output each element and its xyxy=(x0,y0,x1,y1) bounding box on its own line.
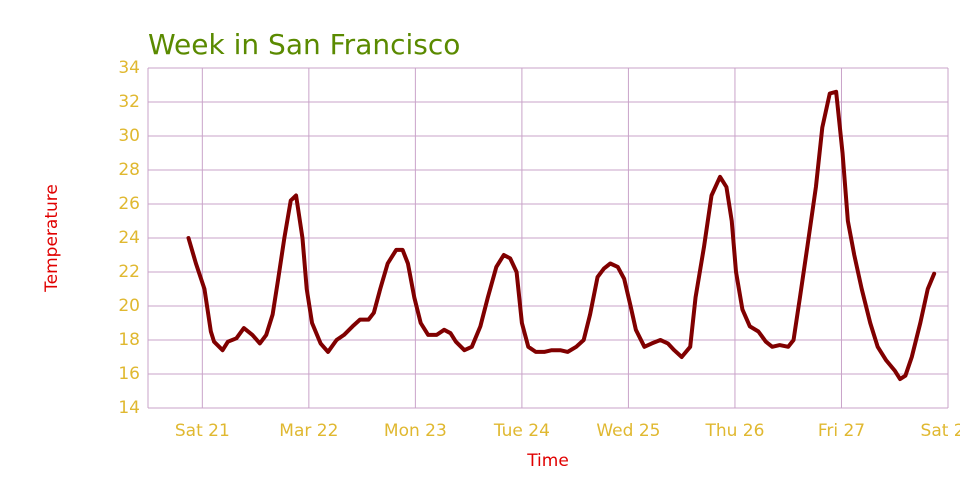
x-tick-label: Tue 24 xyxy=(493,421,550,441)
y-tick-label: 28 xyxy=(118,160,140,180)
y-tick-label: 18 xyxy=(118,330,140,350)
y-axis-title: Temperature xyxy=(42,184,62,293)
y-tick-label: 32 xyxy=(118,92,140,112)
y-tick-label: 24 xyxy=(118,228,140,248)
y-tick-label: 20 xyxy=(118,296,140,316)
x-tick-label: Mar 22 xyxy=(279,421,338,441)
temperature-line xyxy=(186,89,937,382)
chart-title: Week in San Francisco xyxy=(148,28,460,61)
x-tick-label: Mon 23 xyxy=(384,421,447,441)
x-tick-label: Wed 25 xyxy=(596,421,660,441)
y-tick-label: 26 xyxy=(118,194,140,214)
y-tick-label: 14 xyxy=(118,398,140,418)
x-axis-title: Time xyxy=(526,451,569,471)
y-tick-label: 22 xyxy=(118,262,140,282)
y-tick-label: 34 xyxy=(118,58,140,78)
y-tick-label: 16 xyxy=(118,364,140,384)
x-tick-label: Thu 26 xyxy=(704,421,764,441)
x-tick-label: Fri 27 xyxy=(818,421,865,441)
y-tick-label: 30 xyxy=(118,126,140,146)
x-tick-label: Sat 28 xyxy=(921,421,960,441)
x-tick-label: Sat 21 xyxy=(175,421,230,441)
